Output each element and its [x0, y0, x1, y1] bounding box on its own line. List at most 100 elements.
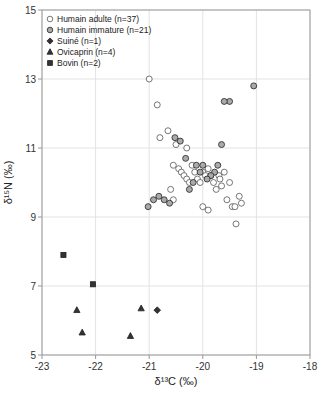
point	[221, 169, 227, 175]
point	[154, 307, 161, 314]
point	[227, 180, 233, 186]
y-tick	[38, 148, 42, 149]
point	[183, 155, 189, 161]
point	[233, 221, 239, 227]
x-axis-label: δ¹³C (‰)	[155, 375, 198, 387]
y-tick-label: 15	[25, 5, 37, 16]
point	[217, 176, 223, 182]
point	[224, 197, 230, 203]
point	[219, 183, 225, 189]
points	[61, 76, 257, 338]
legend-marker	[47, 16, 53, 22]
legend-marker	[47, 27, 53, 33]
legend-marker	[47, 49, 53, 54]
plot-frame	[42, 10, 310, 355]
point	[168, 186, 174, 192]
legend-marker	[48, 61, 53, 66]
y-tick	[38, 10, 42, 11]
point	[79, 329, 85, 335]
x-tick	[202, 355, 203, 359]
y-tick	[38, 286, 42, 287]
chart: -23 -22 -21 -20 -19 -18 5 7 9 11 13 15 δ¹³C (‰) δ¹⁵N …	[0, 0, 322, 393]
x-tick-label: -22	[88, 361, 103, 372]
point	[219, 142, 225, 148]
point	[190, 180, 196, 186]
x-tick	[310, 355, 311, 359]
point	[167, 200, 173, 206]
grid-line	[256, 10, 257, 355]
series	[74, 305, 145, 338]
point	[184, 145, 190, 151]
point	[127, 333, 133, 339]
grid-line	[42, 217, 310, 218]
point	[157, 135, 163, 141]
point	[211, 180, 217, 186]
point	[170, 162, 176, 168]
x-tick	[95, 355, 96, 359]
x-tick	[256, 355, 257, 359]
x-tick-label: -19	[249, 361, 264, 372]
grid-line	[149, 10, 150, 355]
point	[204, 176, 210, 182]
plot-background	[42, 10, 310, 355]
point	[74, 307, 80, 313]
point	[177, 138, 183, 144]
point	[138, 305, 144, 311]
point	[205, 207, 211, 213]
point	[197, 180, 203, 186]
point	[205, 166, 211, 172]
point	[251, 83, 257, 89]
point	[215, 162, 221, 168]
series	[61, 252, 96, 286]
point	[156, 193, 162, 199]
point	[150, 197, 156, 203]
y-tick	[38, 355, 42, 356]
y-tick-label: 5	[30, 350, 36, 361]
point	[238, 200, 244, 206]
legend: Humain adulte (n=37)Humain immature (n=2…	[47, 14, 151, 68]
y-tick-label: 7	[30, 281, 36, 292]
y-tick-label: 9	[30, 212, 36, 223]
point	[172, 135, 178, 141]
y-tick-label: 11	[26, 143, 37, 154]
y-tick	[38, 217, 42, 218]
point	[186, 186, 192, 192]
series	[154, 307, 161, 314]
y-axis-label: δ¹⁵N (‰)	[2, 161, 14, 205]
x-tick-label: -23	[35, 361, 50, 372]
point	[193, 162, 199, 168]
series	[146, 76, 244, 227]
point	[232, 204, 238, 210]
legend-label: Humain immature (n=21)	[57, 25, 151, 35]
point	[154, 102, 160, 108]
point	[197, 169, 203, 175]
x-tick	[42, 355, 43, 359]
x-tick-label: -21	[142, 361, 157, 372]
series	[145, 83, 257, 210]
point	[221, 98, 227, 104]
legend-marker	[47, 38, 53, 44]
point	[61, 252, 66, 257]
legend-label: Suiné (n=1)	[57, 36, 101, 46]
point	[90, 282, 95, 287]
legend-label: Humain adulte (n=37)	[57, 14, 139, 24]
grid	[42, 10, 310, 355]
x-tick-label: -20	[196, 361, 211, 372]
point	[200, 204, 206, 210]
x-tick	[149, 355, 150, 359]
point	[213, 186, 219, 192]
point	[236, 193, 242, 199]
y-tick	[38, 79, 42, 80]
legend-label: Ovicaprin (n=4)	[57, 47, 116, 57]
point	[165, 128, 171, 134]
grid-line	[42, 79, 310, 80]
axes: -23 -22 -21 -20 -19 -18 5 7 9 11 13 15	[25, 5, 318, 373]
point	[200, 162, 206, 168]
point	[161, 197, 167, 203]
point	[145, 204, 151, 210]
y-tick-label: 13	[25, 74, 37, 85]
x-tick-label: -18	[303, 361, 318, 372]
point	[146, 76, 152, 82]
grid-line	[42, 286, 310, 287]
legend-label: Bovin (n=2)	[57, 58, 101, 68]
